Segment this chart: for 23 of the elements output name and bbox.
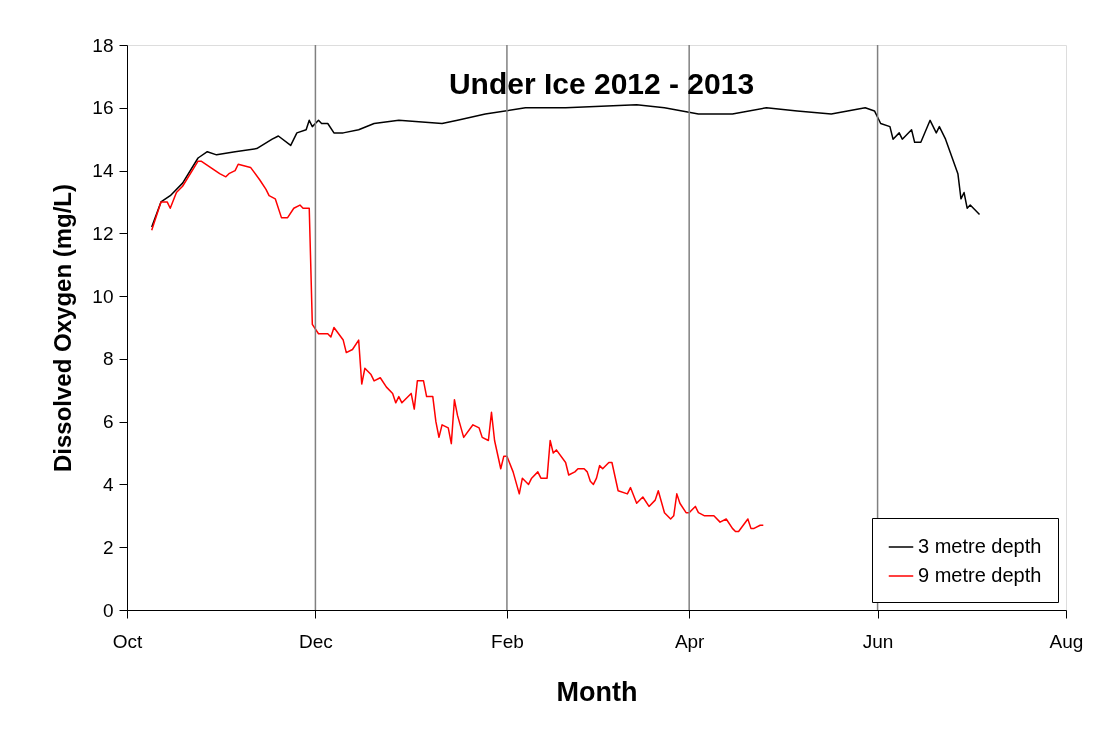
x-tick-label: Dec xyxy=(299,630,333,652)
y-axis-title: Dissolved Oxygen (mg/L) xyxy=(49,183,77,473)
y-tick-label: 10 xyxy=(92,285,114,307)
x-tick-label: Jun xyxy=(862,630,894,652)
x-tick-label: Feb xyxy=(491,630,524,652)
y-tick-label: 8 xyxy=(102,348,114,370)
x-tick-label: Apr xyxy=(674,630,706,652)
y-tick-label: 12 xyxy=(92,222,114,244)
line-series xyxy=(150,103,981,228)
x-tick-label: Oct xyxy=(112,630,143,652)
line-series xyxy=(150,160,765,533)
legend-label: 3 metre depth xyxy=(918,535,1042,557)
y-tick-label: 2 xyxy=(102,536,114,558)
text: Under Ice 2012 - 2013 xyxy=(448,67,755,100)
x-tick-label: Aug xyxy=(1049,630,1084,652)
y-tick-label: 14 xyxy=(92,160,114,182)
x-axis-title: Month xyxy=(556,676,638,707)
y-tick-label: 0 xyxy=(102,599,114,621)
legend-label: 9 metre depth xyxy=(918,564,1042,586)
y-tick-label: 16 xyxy=(92,97,114,119)
y-tick-label: 18 xyxy=(92,34,114,56)
y-tick-label: 6 xyxy=(102,411,114,433)
y-tick-label: 4 xyxy=(102,473,114,495)
